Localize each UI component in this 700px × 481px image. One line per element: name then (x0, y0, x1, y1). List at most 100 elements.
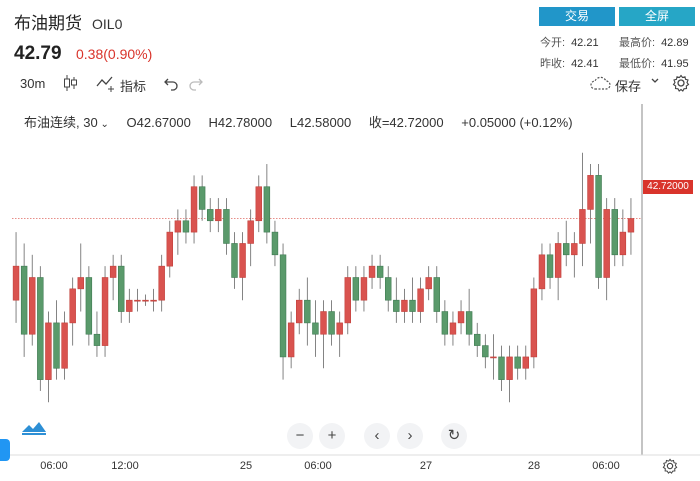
candle (579, 152, 586, 267)
candle (231, 232, 238, 289)
candle-body (158, 265, 165, 301)
chart-legend: 布油连续, 30 ⌄ O42.67000 H42.78000 L42.58000… (24, 112, 573, 131)
candle-body (69, 288, 76, 324)
trade-button[interactable]: 交易 (539, 7, 615, 26)
candle-body (554, 243, 562, 278)
candlestick-chart[interactable] (0, 104, 700, 481)
candle (587, 164, 594, 244)
zoom-out-button[interactable]: − (287, 423, 313, 449)
candle-body (425, 277, 432, 290)
candle (554, 232, 562, 301)
legend-chevron-icon[interactable]: ⌄ (97, 119, 109, 130)
candle (142, 294, 149, 306)
candle (425, 266, 432, 301)
stat-high-value: 42.89 (661, 37, 689, 49)
candle (85, 266, 93, 346)
price-change: 0.38(0.90%) (76, 46, 153, 62)
candle-body (53, 322, 60, 369)
time-tick: 25 (239, 460, 253, 472)
indicators-button[interactable]: 指标 (120, 79, 147, 94)
time-tick: 06:00 (592, 460, 620, 472)
candle (279, 243, 287, 380)
candle (166, 220, 173, 278)
chart-area[interactable] (0, 104, 700, 481)
legend-change: +0.05000 (+0.12%) (461, 115, 573, 130)
stat-open-label: 今开: (540, 37, 566, 49)
axis-settings-gear-icon[interactable] (662, 458, 678, 479)
legend-close: 收=42.72000 (368, 115, 444, 130)
candle (93, 311, 101, 357)
candle-body (465, 311, 473, 335)
candle-body (474, 333, 481, 346)
save-button[interactable]: 保存 (615, 79, 642, 94)
candle-body (198, 186, 206, 210)
candle-body (385, 277, 392, 301)
candle (118, 254, 125, 323)
chevron-right-icon: › (407, 427, 413, 444)
candle (352, 266, 360, 312)
candle (571, 232, 578, 278)
candle-body (61, 322, 68, 369)
save-dropdown-chevron-icon[interactable] (650, 76, 660, 89)
candle (401, 288, 408, 323)
redo-icon[interactable] (188, 74, 204, 95)
candle (417, 277, 424, 323)
candle (546, 243, 554, 289)
legend-interval[interactable]: 30 (83, 115, 98, 130)
last-price: 42.79 (14, 43, 62, 64)
fullscreen-button[interactable]: 全屏 (619, 7, 695, 26)
candle-body (101, 277, 109, 346)
candle-type-icon[interactable] (62, 74, 78, 95)
candle (134, 288, 141, 312)
candle (328, 300, 335, 346)
candle-body (449, 322, 457, 335)
candle-body (611, 209, 618, 256)
scroll-left-button[interactable]: ‹ (364, 423, 390, 449)
candle-body (45, 322, 52, 380)
candle-body (538, 254, 546, 290)
interval-selector[interactable]: 30m (20, 76, 46, 91)
candle (77, 243, 84, 312)
stat-open: 今开: 42.21 (540, 34, 599, 50)
candle-body (85, 277, 93, 335)
candle-body (433, 277, 440, 312)
candle-body (344, 277, 351, 324)
candle-body (255, 186, 262, 222)
candle-body (546, 254, 554, 278)
candle (53, 300, 60, 380)
undo-icon[interactable] (163, 74, 179, 95)
panel-expand-handle[interactable] (0, 439, 10, 461)
candle-body (457, 311, 465, 324)
candle-body (393, 299, 400, 312)
stat-prev-label: 昨收: (540, 58, 566, 70)
settings-gear-icon[interactable] (672, 74, 690, 95)
scroll-right-button[interactable]: › (397, 423, 423, 449)
candle (182, 209, 190, 244)
legend-separator: , (76, 115, 84, 130)
candle-body (530, 288, 538, 358)
candle (482, 334, 489, 369)
indicators-icon[interactable] (96, 74, 118, 95)
reset-chart-button[interactable]: ↻ (441, 423, 467, 449)
candle-body (207, 209, 214, 222)
candle (29, 254, 36, 346)
candle-body (409, 299, 416, 312)
chevron-left-icon: ‹ (374, 427, 380, 444)
candle (627, 198, 635, 255)
candle (101, 266, 109, 357)
candle (474, 322, 481, 357)
cloud-icon[interactable] (589, 75, 611, 94)
candle-body (134, 299, 141, 302)
stat-open-value: 42.21 (571, 37, 599, 49)
candle-body (417, 288, 424, 312)
candle-body (627, 218, 635, 233)
candle-body (563, 243, 570, 256)
candle-body (360, 277, 368, 301)
zoom-in-button[interactable]: + (319, 423, 345, 449)
candle-body (336, 322, 343, 335)
legend-open: O42.67000 (126, 115, 191, 130)
candle-body (498, 356, 505, 380)
candle-body (320, 311, 327, 335)
candle (320, 300, 327, 369)
legend-symbol: 布油连续 (24, 115, 77, 130)
